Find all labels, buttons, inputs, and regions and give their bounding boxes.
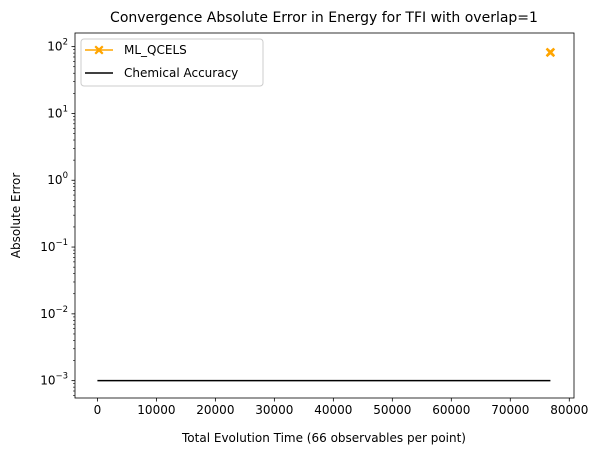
x-tick-label: 30000 bbox=[255, 403, 293, 417]
x-tick-label: 0 bbox=[94, 403, 102, 417]
y-axis-ticks: 10−3 10−2 10−1 100 101 102 bbox=[40, 38, 75, 396]
legend-marker-ml-qcels bbox=[94, 45, 104, 55]
chart-title: Convergence Absolute Error in Energy for… bbox=[110, 10, 538, 26]
y-tick-label: 102 bbox=[47, 38, 68, 54]
y-tick-label: 10−3 bbox=[40, 372, 68, 388]
series-layer bbox=[97, 47, 556, 382]
data-point bbox=[545, 47, 556, 58]
x-tick-label: 60000 bbox=[432, 403, 470, 417]
x-tick-label: 10000 bbox=[137, 403, 175, 417]
legend-label-chemical-accuracy: Chemical Accuracy bbox=[124, 66, 238, 80]
x-tick-label: 80000 bbox=[550, 403, 588, 417]
y-tick-label: 100 bbox=[47, 171, 68, 187]
x-axis-ticks: 0 10000 20000 30000 40000 50000 60000 70000 8000… bbox=[94, 398, 588, 417]
y-tick-label: 101 bbox=[47, 104, 68, 120]
plot-area bbox=[74, 32, 575, 399]
x-axis-label: Total Evolution Time (66 observables per… bbox=[181, 431, 466, 445]
x-tick-label: 20000 bbox=[196, 403, 234, 417]
x-tick-label: 50000 bbox=[373, 403, 411, 417]
legend: ML_QCELS Chemical Accuracy bbox=[80, 38, 264, 87]
y-axis-label: Absolute Error bbox=[9, 173, 23, 259]
x-tick-label: 40000 bbox=[314, 403, 352, 417]
y-tick-label: 10−1 bbox=[40, 238, 68, 254]
y-tick-label: 10−2 bbox=[40, 305, 68, 321]
x-tick-label: 70000 bbox=[491, 403, 529, 417]
legend-label-ml-qcels: ML_QCELS bbox=[124, 43, 187, 57]
legend-box bbox=[80, 38, 264, 87]
